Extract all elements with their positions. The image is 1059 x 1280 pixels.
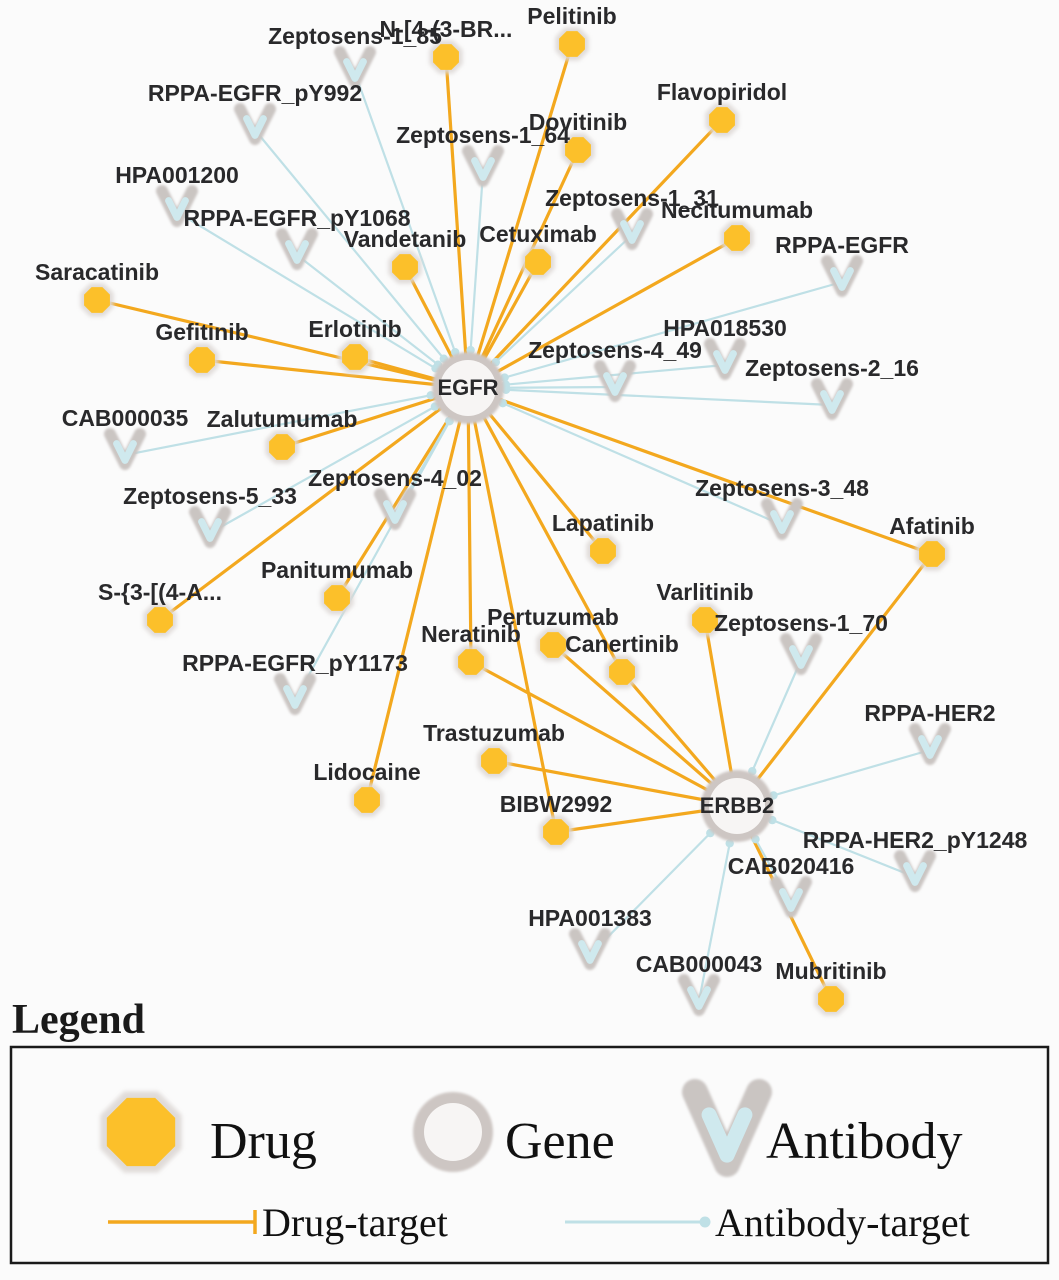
svg-text:Zeptosens-4_49: Zeptosens-4_49	[528, 337, 702, 363]
svg-text:CAB000035: CAB000035	[62, 405, 189, 431]
svg-text:Zeptosens-1_31: Zeptosens-1_31	[545, 185, 719, 211]
svg-text:RPPA-EGFR_pY992: RPPA-EGFR_pY992	[148, 80, 362, 106]
svg-text:Gene: Gene	[505, 1113, 615, 1170]
svg-text:Antibody: Antibody	[766, 1113, 962, 1170]
svg-text:Antibody-target: Antibody-target	[715, 1200, 970, 1245]
svg-text:Cetuximab: Cetuximab	[479, 221, 597, 247]
svg-text:Gefitinib: Gefitinib	[155, 319, 248, 345]
svg-text:Trastuzumab: Trastuzumab	[423, 720, 565, 746]
svg-text:Zeptosens-1_64: Zeptosens-1_64	[396, 122, 570, 148]
svg-text:Mubritinib: Mubritinib	[775, 958, 886, 984]
svg-text:Lidocaine: Lidocaine	[313, 759, 420, 785]
svg-text:HPA001383: HPA001383	[528, 905, 652, 931]
svg-text:CAB000043: CAB000043	[636, 951, 763, 977]
svg-text:RPPA-HER2_pY1248: RPPA-HER2_pY1248	[803, 827, 1028, 853]
svg-text:Pelitinib: Pelitinib	[527, 3, 616, 29]
svg-text:HPA001200: HPA001200	[115, 162, 239, 188]
svg-text:Drug-target: Drug-target	[262, 1200, 448, 1245]
svg-text:Zeptosens-3_48: Zeptosens-3_48	[695, 475, 869, 501]
svg-text:Zeptosens-1_85: Zeptosens-1_85	[268, 23, 442, 49]
svg-text:Erlotinib: Erlotinib	[308, 316, 401, 342]
svg-text:Canertinib: Canertinib	[565, 631, 679, 657]
svg-text:Zeptosens-1_70: Zeptosens-1_70	[714, 610, 888, 636]
svg-text:S-{3-[(4-A...: S-{3-[(4-A...	[98, 579, 222, 605]
svg-text:CAB020416: CAB020416	[728, 853, 855, 879]
svg-text:Varlitinib: Varlitinib	[656, 579, 753, 605]
svg-text:ERBB2: ERBB2	[700, 793, 775, 818]
svg-text:Zeptosens-2_16: Zeptosens-2_16	[745, 355, 919, 381]
svg-text:Afatinib: Afatinib	[889, 513, 975, 539]
svg-text:RPPA-EGFR_pY1173: RPPA-EGFR_pY1173	[182, 650, 408, 676]
svg-text:Zeptosens-4_02: Zeptosens-4_02	[308, 465, 482, 491]
svg-text:Zalutumumab: Zalutumumab	[207, 406, 358, 432]
svg-text:Zeptosens-5_33: Zeptosens-5_33	[123, 483, 297, 509]
svg-text:Flavopiridol: Flavopiridol	[657, 79, 787, 105]
svg-text:Legend: Legend	[12, 997, 145, 1043]
svg-text:EGFR: EGFR	[437, 375, 498, 400]
svg-text:Lapatinib: Lapatinib	[552, 510, 654, 536]
svg-text:Drug: Drug	[210, 1113, 317, 1170]
svg-text:RPPA-EGFR_pY1068: RPPA-EGFR_pY1068	[183, 205, 410, 231]
svg-text:Pertuzumab: Pertuzumab	[487, 604, 619, 630]
svg-text:RPPA-HER2: RPPA-HER2	[864, 700, 995, 726]
svg-text:BIBW2992: BIBW2992	[500, 791, 612, 817]
svg-text:Saracatinib: Saracatinib	[35, 259, 159, 285]
svg-text:RPPA-EGFR: RPPA-EGFR	[775, 232, 909, 258]
svg-text:Panitumumab: Panitumumab	[261, 557, 413, 583]
